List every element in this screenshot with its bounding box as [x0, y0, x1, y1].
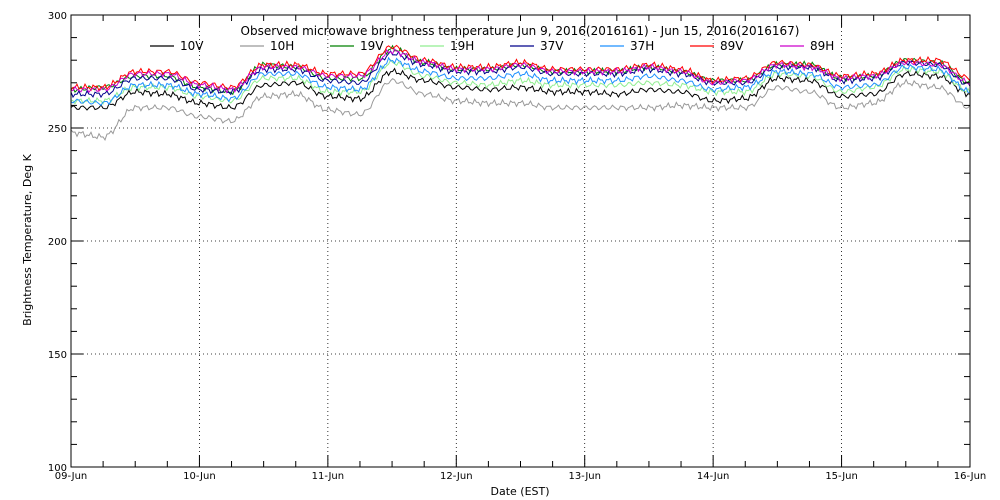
x-tick-label: 10-Jun — [183, 471, 216, 482]
series-line-89h — [70, 47, 971, 94]
series-line-19h — [70, 58, 971, 105]
series-line-37v — [70, 50, 971, 99]
y-tick-label: 100 — [48, 463, 67, 474]
legend-label-89v: 89V — [720, 39, 744, 53]
grid-lines — [71, 15, 970, 467]
x-tick-label: 14-Jun — [697, 471, 730, 482]
legend-label-19h: 19H — [450, 39, 474, 53]
series-lines — [70, 44, 971, 142]
legend-label-89h: 89H — [810, 39, 834, 53]
x-axis-label: Date (EST) — [490, 485, 549, 498]
chart-title: Observed microwave brightness temperatur… — [241, 24, 800, 38]
y-tick-label: 250 — [48, 124, 67, 135]
x-tick-label: 09-Jun — [55, 471, 88, 482]
series-line-10v — [70, 67, 971, 111]
legend: 10V 10H 19V 19H 37V 37H 89V 89H — [150, 39, 834, 53]
x-tick-label: 15-Jun — [825, 471, 858, 482]
y-axis-label: Brightness Temperature, Deg K — [21, 153, 34, 325]
series-line-10h — [70, 77, 971, 142]
y-tick-label: 300 — [48, 11, 67, 22]
x-tick-label: 11-Jun — [312, 471, 345, 482]
legend-label-19v: 19V — [360, 39, 384, 53]
x-tick-label: 13-Jun — [568, 471, 601, 482]
axis-ticks — [70, 14, 971, 468]
x-tick-label: 16-Jun — [954, 471, 987, 482]
series-line-37h — [70, 56, 971, 107]
legend-label-37h: 37H — [630, 39, 654, 53]
legend-label-37v: 37V — [540, 39, 564, 53]
axis-tick-labels: 09-Jun 10-Jun 11-Jun 12-Jun 13-Jun 14-Jun 15-J… — [48, 11, 986, 482]
legend-label-10v: 10V — [180, 39, 204, 53]
x-tick-label: 12-Jun — [440, 471, 473, 482]
y-tick-label: 200 — [48, 237, 67, 248]
y-tick-label: 150 — [48, 350, 67, 361]
legend-label-10h: 10H — [270, 39, 294, 53]
